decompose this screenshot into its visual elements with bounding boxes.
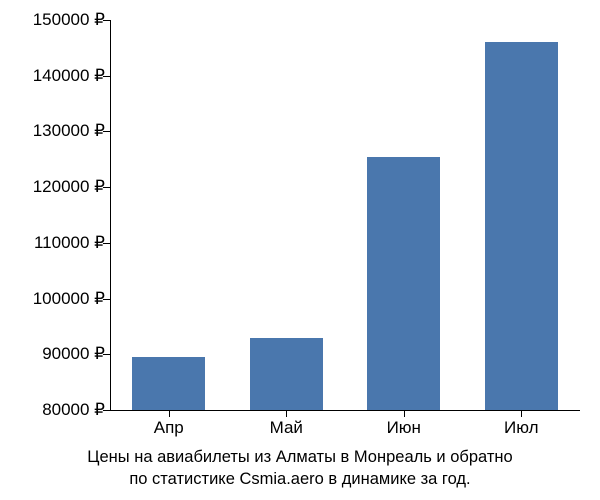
y-tick <box>103 410 110 411</box>
x-tick-label: Июн <box>387 418 421 438</box>
bar <box>485 42 558 410</box>
y-tick <box>103 76 110 77</box>
plot-area <box>110 20 580 410</box>
price-chart: 80000 ₽ 90000 ₽ 100000 ₽ 110000 ₽ 120000 ₽ 13… <box>0 0 600 500</box>
caption-line1: Цены на авиабилеты из Алматы в Монреаль … <box>87 448 512 466</box>
x-tick <box>404 410 405 417</box>
x-tick-label: Июл <box>504 418 539 438</box>
y-tick-label: 150000 ₽ <box>33 10 105 30</box>
y-tick-label: 80000 ₽ <box>42 400 105 420</box>
x-tick <box>286 410 287 417</box>
y-tick <box>103 187 110 188</box>
x-tick-label: Май <box>270 418 303 438</box>
y-tick <box>103 20 110 21</box>
y-tick-label: 140000 ₽ <box>33 66 105 86</box>
y-tick-label: 120000 ₽ <box>33 177 105 197</box>
x-tick <box>521 410 522 417</box>
bar <box>132 357 205 410</box>
y-tick-label: 100000 ₽ <box>33 289 105 309</box>
x-tick <box>169 410 170 417</box>
y-tick <box>103 131 110 132</box>
x-axis-line <box>110 410 580 411</box>
caption-line2: по статистике Csmia.aero в динамике за г… <box>129 470 470 488</box>
chart-caption: Цены на авиабилеты из Алматы в Монреаль … <box>0 446 600 491</box>
bar <box>250 338 323 410</box>
y-tick-label: 110000 ₽ <box>34 233 105 253</box>
y-tick-label: 130000 ₽ <box>33 121 105 141</box>
x-tick-label: Апр <box>154 418 184 438</box>
bar <box>367 157 440 411</box>
y-tick <box>103 243 110 244</box>
y-tick <box>103 299 110 300</box>
y-tick-label: 90000 ₽ <box>42 344 105 364</box>
y-tick <box>103 354 110 355</box>
